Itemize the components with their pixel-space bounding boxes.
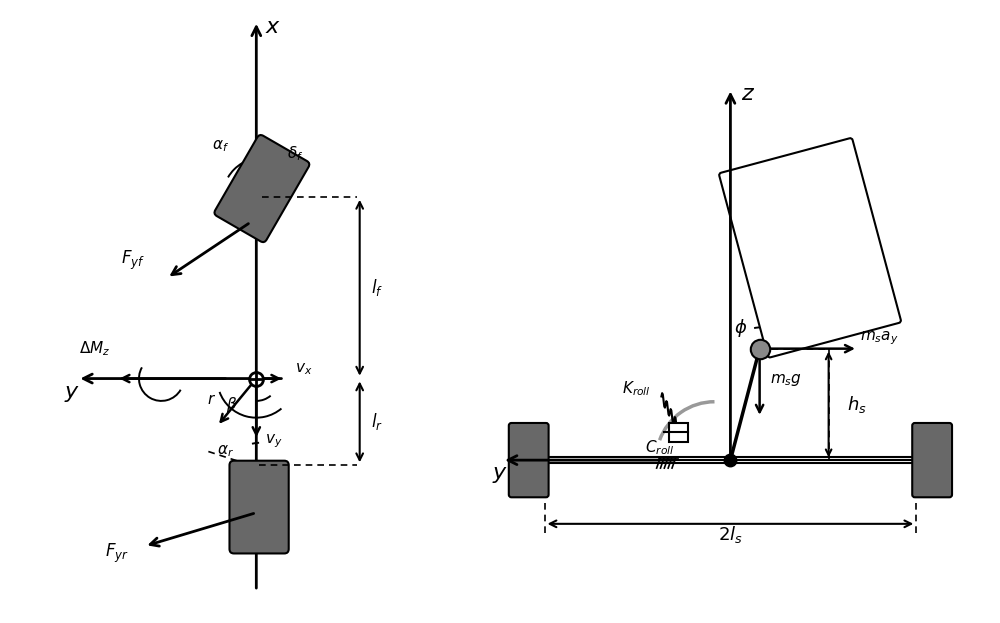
- Text: $\alpha_r$: $\alpha_r$: [217, 443, 234, 459]
- Text: $l_f$: $l_f$: [371, 277, 383, 298]
- Text: $\beta$: $\beta$: [226, 395, 237, 414]
- Text: $\delta_f$: $\delta_f$: [287, 144, 303, 163]
- Text: $v_x$: $v_x$: [295, 361, 313, 376]
- Text: $K_{roll}$: $K_{roll}$: [622, 380, 650, 399]
- Text: $m_s g$: $m_s g$: [770, 372, 802, 388]
- Text: $z$: $z$: [741, 84, 755, 104]
- Text: $F_{yf}$: $F_{yf}$: [121, 249, 145, 272]
- Text: $F_{yr}$: $F_{yr}$: [105, 542, 129, 565]
- Text: $v_y$: $v_y$: [265, 432, 282, 450]
- Text: $r$: $r$: [207, 392, 216, 407]
- Text: $h_s$: $h_s$: [847, 394, 867, 415]
- Text: $l_r$: $l_r$: [371, 411, 383, 432]
- FancyBboxPatch shape: [719, 138, 901, 358]
- Text: $y$: $y$: [64, 384, 80, 404]
- FancyBboxPatch shape: [229, 460, 289, 553]
- Text: $y$: $y$: [492, 465, 508, 485]
- Text: $2l_s$: $2l_s$: [718, 524, 743, 545]
- Text: $C_{roll}$: $C_{roll}$: [645, 438, 675, 457]
- Text: $\Delta M_z$: $\Delta M_z$: [79, 340, 110, 358]
- FancyBboxPatch shape: [214, 135, 309, 242]
- Text: $\phi$: $\phi$: [734, 316, 748, 339]
- Bar: [669, 423, 688, 442]
- Text: $\alpha_f$: $\alpha_f$: [212, 138, 229, 154]
- FancyBboxPatch shape: [912, 423, 952, 497]
- Text: $m_s a_y$: $m_s a_y$: [860, 330, 899, 348]
- FancyBboxPatch shape: [509, 423, 549, 497]
- Text: $x$: $x$: [265, 17, 281, 37]
